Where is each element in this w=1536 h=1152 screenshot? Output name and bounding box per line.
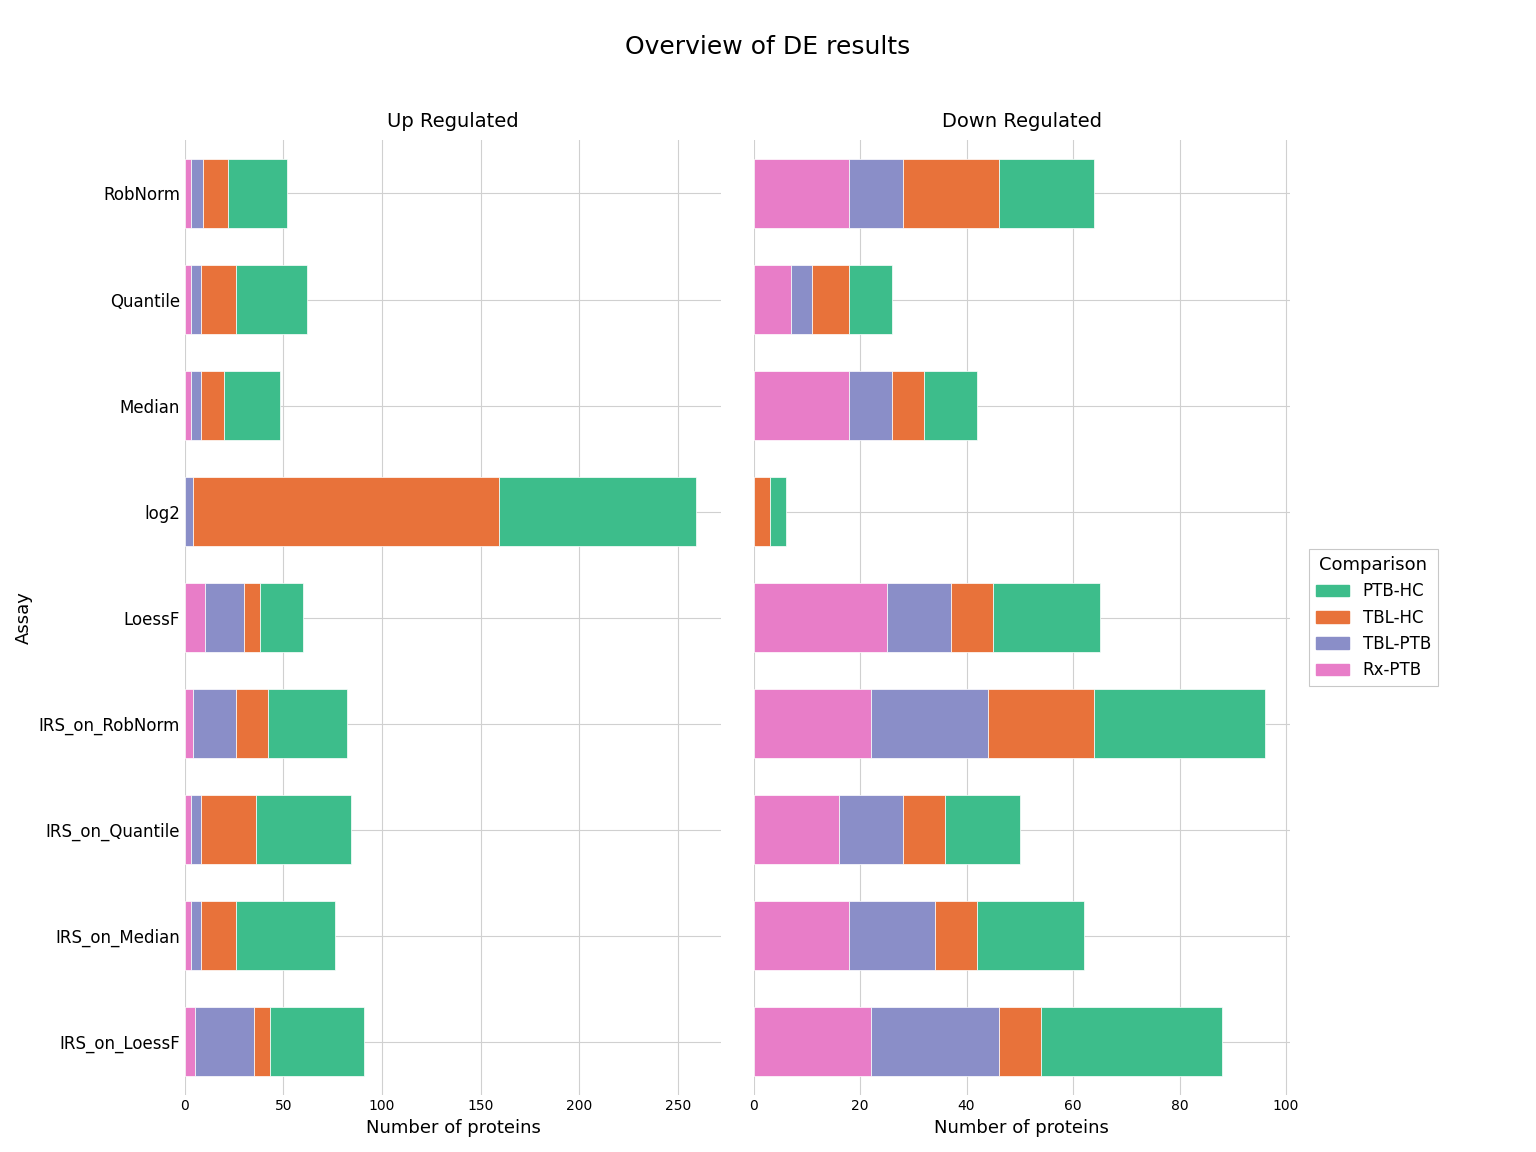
Bar: [499, 477, 696, 546]
Bar: [977, 901, 1084, 970]
Bar: [192, 477, 499, 546]
Bar: [871, 689, 988, 758]
Bar: [190, 265, 201, 334]
Bar: [224, 371, 280, 440]
X-axis label: Number of proteins: Number of proteins: [934, 1119, 1109, 1137]
Bar: [754, 159, 849, 228]
Bar: [190, 159, 203, 228]
Bar: [190, 371, 201, 440]
Bar: [184, 477, 192, 546]
Bar: [849, 901, 934, 970]
Bar: [813, 265, 849, 334]
Title: Down Regulated: Down Regulated: [942, 112, 1101, 130]
Bar: [184, 795, 190, 864]
Bar: [839, 795, 903, 864]
Bar: [260, 583, 303, 652]
Legend: PTB-HC, TBL-HC, TBL-PTB, Rx-PTB: PTB-HC, TBL-HC, TBL-PTB, Rx-PTB: [1309, 550, 1438, 685]
Bar: [1041, 1007, 1223, 1076]
Bar: [849, 371, 892, 440]
Bar: [886, 583, 951, 652]
Bar: [998, 159, 1094, 228]
Bar: [754, 477, 770, 546]
Bar: [201, 371, 224, 440]
Bar: [998, 1007, 1041, 1076]
Bar: [195, 1007, 253, 1076]
Bar: [754, 371, 849, 440]
Bar: [849, 265, 892, 334]
Bar: [229, 159, 287, 228]
Bar: [945, 795, 1020, 864]
Bar: [184, 159, 190, 228]
Bar: [934, 901, 977, 970]
Bar: [770, 477, 785, 546]
Bar: [754, 795, 839, 864]
Bar: [184, 1007, 195, 1076]
Bar: [190, 795, 201, 864]
Bar: [951, 583, 994, 652]
Bar: [754, 689, 871, 758]
Bar: [791, 265, 813, 334]
Bar: [203, 159, 229, 228]
Bar: [270, 1007, 364, 1076]
Bar: [190, 901, 201, 970]
Bar: [754, 1007, 871, 1076]
Bar: [1094, 689, 1264, 758]
Bar: [754, 583, 886, 652]
Bar: [871, 1007, 998, 1076]
Bar: [849, 159, 903, 228]
Bar: [903, 159, 998, 228]
Bar: [184, 901, 190, 970]
Bar: [184, 583, 204, 652]
Bar: [204, 583, 244, 652]
Bar: [892, 371, 925, 440]
Bar: [244, 583, 260, 652]
Y-axis label: Assay: Assay: [15, 591, 32, 644]
Bar: [201, 265, 237, 334]
Bar: [994, 583, 1100, 652]
Bar: [267, 689, 347, 758]
Bar: [903, 795, 945, 864]
X-axis label: Number of proteins: Number of proteins: [366, 1119, 541, 1137]
Bar: [184, 371, 190, 440]
Text: Overview of DE results: Overview of DE results: [625, 35, 911, 59]
Bar: [925, 371, 977, 440]
Bar: [184, 689, 192, 758]
Bar: [257, 795, 350, 864]
Bar: [237, 265, 307, 334]
Bar: [192, 689, 237, 758]
Bar: [237, 689, 267, 758]
Bar: [237, 901, 335, 970]
Title: Up Regulated: Up Regulated: [387, 112, 519, 130]
Bar: [754, 901, 849, 970]
Bar: [184, 265, 190, 334]
Bar: [201, 901, 237, 970]
Bar: [988, 689, 1094, 758]
Bar: [201, 795, 257, 864]
Bar: [253, 1007, 270, 1076]
Bar: [754, 265, 791, 334]
